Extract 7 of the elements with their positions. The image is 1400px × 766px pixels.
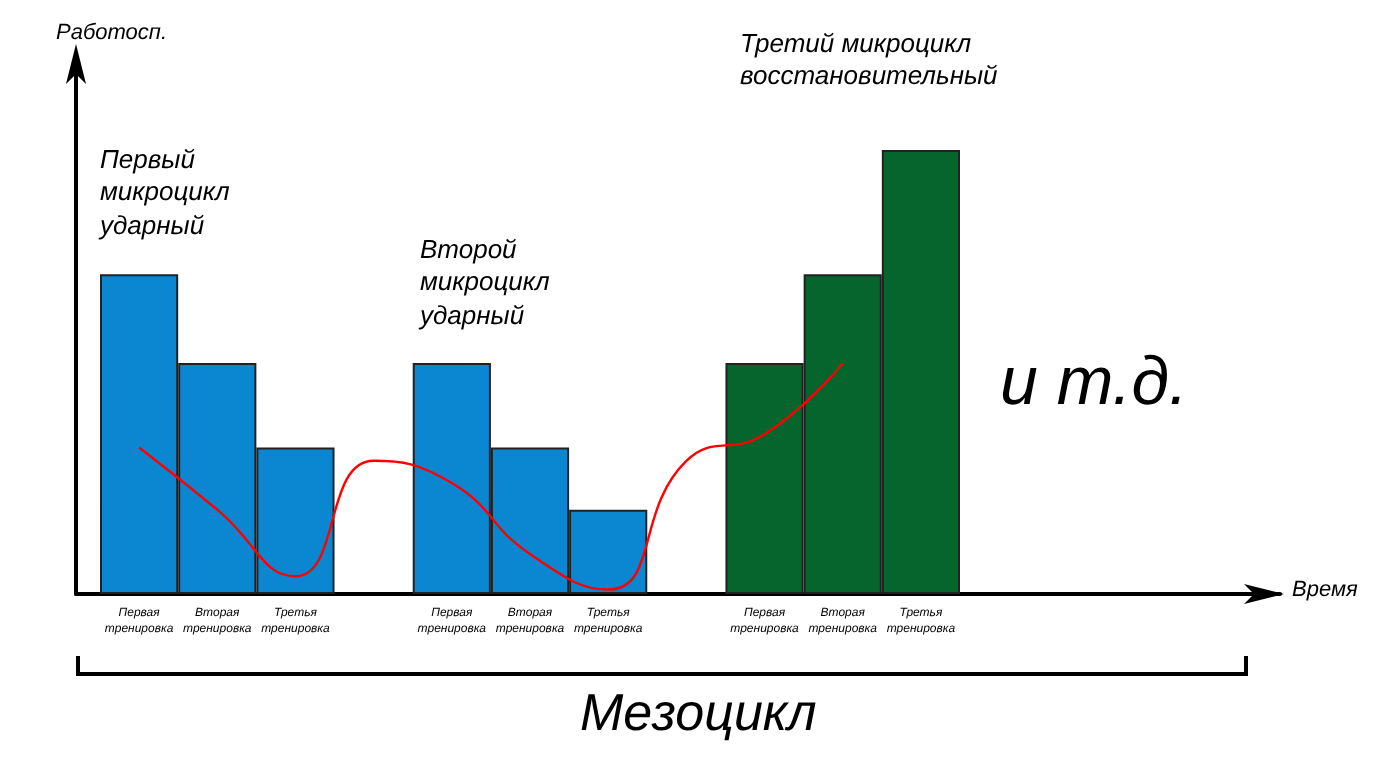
text: и т.д. [1000,342,1188,424]
y-axis-title: Работосп. [56,21,168,45]
text: Третий микроцикл восстановительный [740,28,1000,93]
annotation: Первый микроцикл ударный [100,144,232,242]
text: Мезоцикл [580,680,817,745]
text: Время [1292,578,1358,606]
annotation: Второй микроцикл ударный [420,234,552,332]
